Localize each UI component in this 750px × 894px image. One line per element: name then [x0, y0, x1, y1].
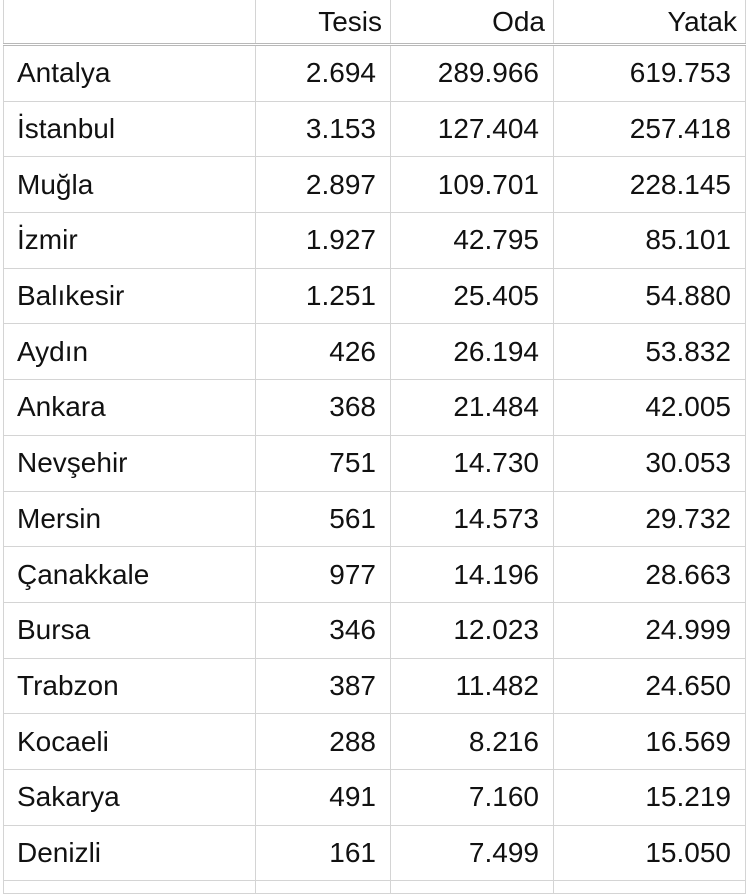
cell-yatak[interactable]: 53.832: [553, 323, 746, 381]
cell-il[interactable]: İstanbul: [3, 101, 256, 158]
cell-oda[interactable]: 289.966: [390, 44, 554, 102]
table-row: İstanbul 3.153 127.404 257.418: [3, 101, 746, 158]
table-row: Aydın 426 26.194 53.832: [3, 323, 746, 381]
cell-il[interactable]: Nevşehir: [3, 435, 256, 492]
cell-tesis[interactable]: 161: [255, 825, 391, 882]
cell-tesis[interactable]: 2.897: [255, 156, 391, 214]
cell-yatak[interactable]: 30.053: [553, 435, 746, 492]
cell-oda[interactable]: 42.795: [390, 212, 554, 269]
cell-yatak[interactable]: 42.005: [553, 379, 746, 436]
cell-yatak[interactable]: 85.101: [553, 212, 746, 269]
table-row: Ankara 368 21.484 42.005: [3, 379, 746, 436]
cell-oda[interactable]: 12.023: [390, 602, 554, 659]
table-row: Balıkesir 1.251 25.405 54.880: [3, 268, 746, 325]
cell-tesis[interactable]: 2.694: [255, 44, 391, 102]
header-cell-yatak: Yatak: [553, 0, 746, 46]
cell-il[interactable]: Mersin: [3, 491, 256, 548]
cell-il[interactable]: İzmir: [3, 212, 256, 269]
cell-oda[interactable]: 11.482: [390, 658, 554, 715]
table-row: Kocaeli 288 8.216 16.569: [3, 713, 746, 770]
table-row: Bursa 346 12.023 24.999: [3, 602, 746, 659]
table-row: Denizli 161 7.499 15.050: [3, 825, 746, 882]
cell-il[interactable]: Trabzon: [3, 658, 256, 715]
cell-tesis[interactable]: 346: [255, 602, 391, 659]
data-table: Tesis Oda Yatak Antalya 2.694 289.966 619.7…: [3, 0, 746, 894]
cell-tesis[interactable]: 1.251: [255, 268, 391, 325]
cell-tesis[interactable]: 751: [255, 435, 391, 492]
cell-oda[interactable]: 14.573: [390, 491, 554, 548]
cell-oda[interactable]: 7.499: [390, 825, 554, 882]
header-row: Tesis Oda Yatak: [3, 0, 746, 46]
cell-il[interactable]: Denizli: [3, 825, 256, 882]
cell-il[interactable]: Ankara: [3, 379, 256, 436]
table-row: Muğla 2.897 109.701 228.145: [3, 156, 746, 214]
cell-yatak[interactable]: 16.569: [553, 713, 746, 770]
cell-il[interactable]: Bursa: [3, 602, 256, 659]
cell-tesis[interactable]: 368: [255, 379, 391, 436]
cell-tesis[interactable]: 3.153: [255, 101, 391, 158]
empty-row: [3, 880, 746, 894]
cell-oda[interactable]: 21.484: [390, 379, 554, 436]
cell-oda[interactable]: 26.194: [390, 323, 554, 381]
table-row: Mersin 561 14.573 29.732: [3, 491, 746, 548]
cell-yatak[interactable]: 15.050: [553, 825, 746, 882]
cell-yatak[interactable]: 257.418: [553, 101, 746, 158]
cell-yatak[interactable]: 619.753: [553, 44, 746, 102]
header-cell-oda: Oda: [390, 0, 554, 46]
table-row: İzmir 1.927 42.795 85.101: [3, 212, 746, 269]
cell-il[interactable]: Muğla: [3, 156, 256, 214]
cell-il[interactable]: Aydın: [3, 323, 256, 381]
cell-oda[interactable]: 14.196: [390, 546, 554, 603]
cell-yatak[interactable]: 15.219: [553, 769, 746, 826]
header-cell-il: [3, 0, 256, 46]
cell-il[interactable]: Antalya: [3, 44, 256, 102]
cell-tesis[interactable]: 977: [255, 546, 391, 603]
cell-oda[interactable]: 109.701: [390, 156, 554, 214]
cell-il[interactable]: Kocaeli: [3, 713, 256, 770]
table-row: Antalya 2.694 289.966 619.753: [3, 44, 746, 102]
cell-yatak[interactable]: 24.999: [553, 602, 746, 659]
cell-tesis[interactable]: 561: [255, 491, 391, 548]
cell-yatak[interactable]: 24.650: [553, 658, 746, 715]
cell-tesis[interactable]: 426: [255, 323, 391, 381]
cell-yatak[interactable]: 54.880: [553, 268, 746, 325]
cell-tesis[interactable]: 491: [255, 769, 391, 826]
cell-il[interactable]: Balıkesir: [3, 268, 256, 325]
table-row: Trabzon 387 11.482 24.650: [3, 658, 746, 715]
table-row: Çanakkale 977 14.196 28.663: [3, 546, 746, 603]
cell-il[interactable]: Çanakkale: [3, 546, 256, 603]
cell-yatak[interactable]: 228.145: [553, 156, 746, 214]
cell-oda[interactable]: 25.405: [390, 268, 554, 325]
cell-oda[interactable]: 8.216: [390, 713, 554, 770]
cell-il[interactable]: Sakarya: [3, 769, 256, 826]
table-row: Nevşehir 751 14.730 30.053: [3, 435, 746, 492]
header-cell-tesis: Tesis: [255, 0, 391, 46]
cell-oda[interactable]: 127.404: [390, 101, 554, 158]
cell-yatak[interactable]: 28.663: [553, 546, 746, 603]
table-row: Sakarya 491 7.160 15.219: [3, 769, 746, 826]
cell-tesis[interactable]: 288: [255, 713, 391, 770]
cell-oda[interactable]: 7.160: [390, 769, 554, 826]
cell-oda[interactable]: 14.730: [390, 435, 554, 492]
cell-tesis[interactable]: 1.927: [255, 212, 391, 269]
cell-yatak[interactable]: 29.732: [553, 491, 746, 548]
cell-tesis[interactable]: 387: [255, 658, 391, 715]
